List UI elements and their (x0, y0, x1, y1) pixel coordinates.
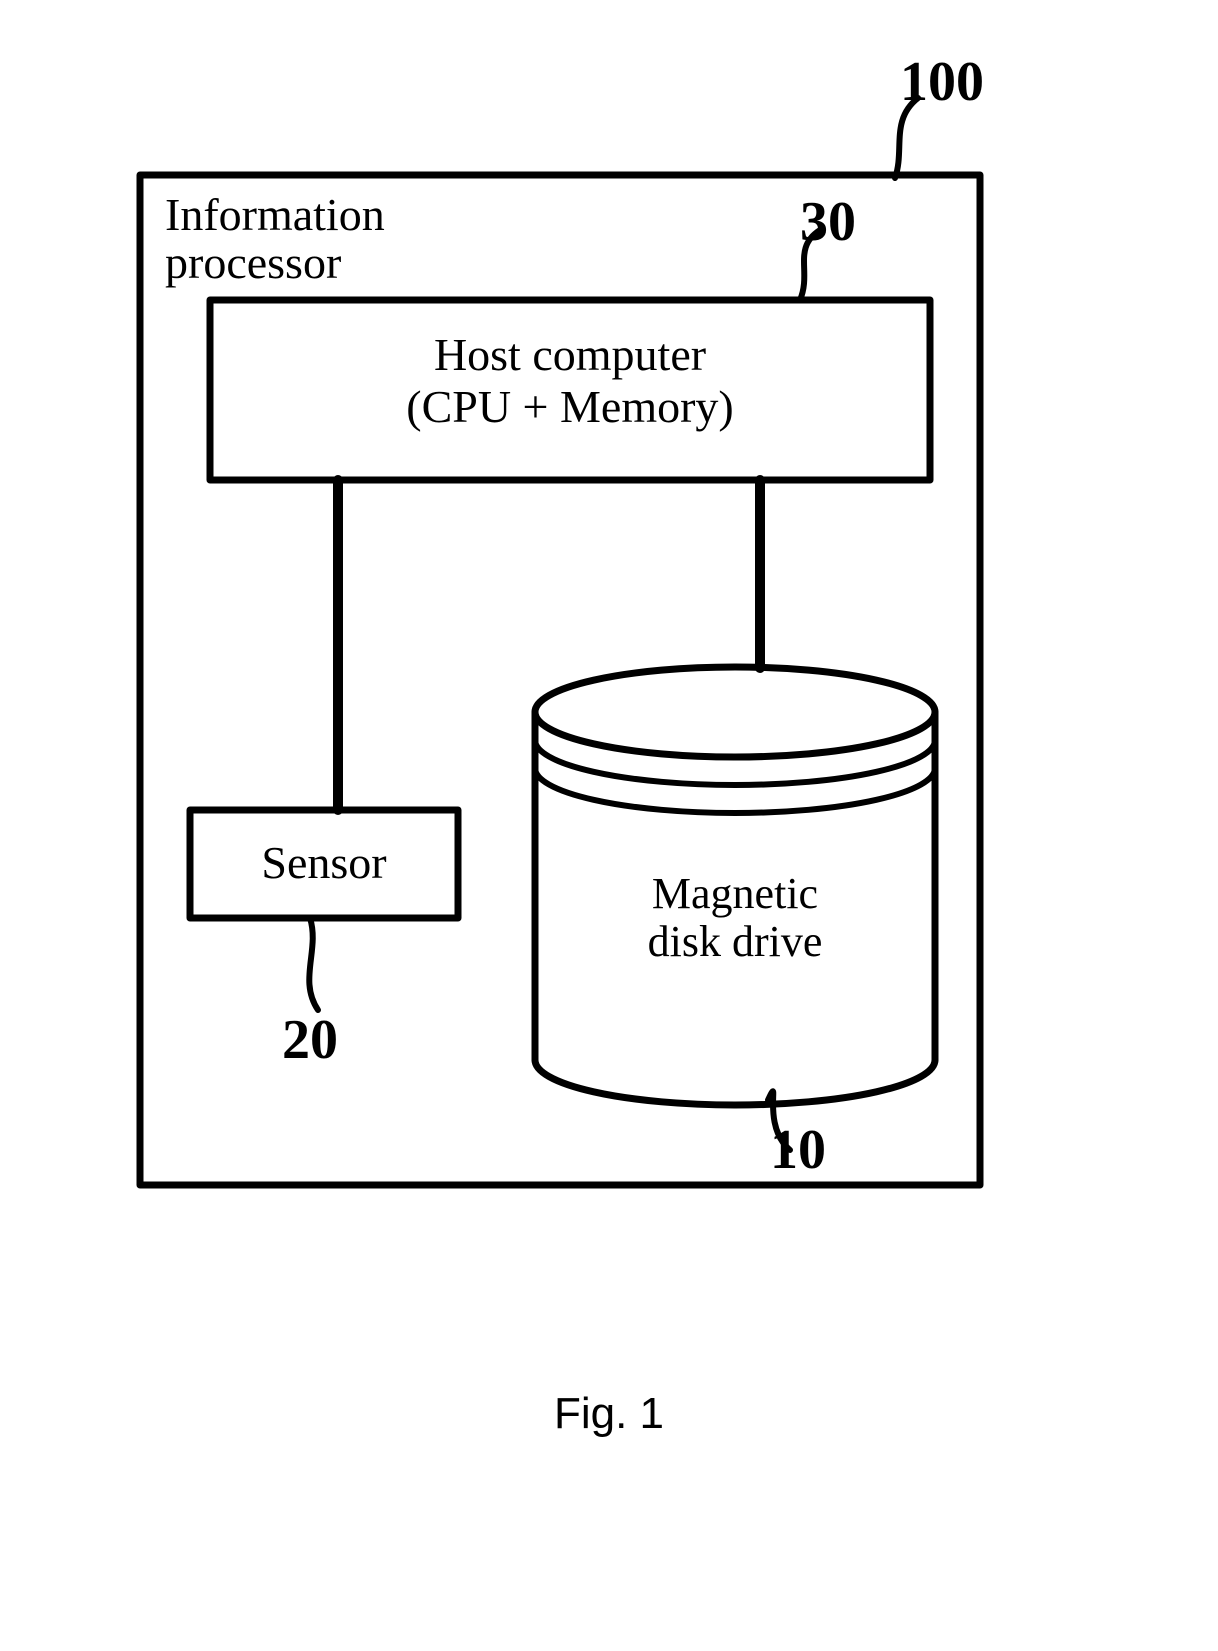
ref-20: 20 (282, 1010, 338, 1072)
host-label-line2: (CPU + Memory) (210, 382, 930, 433)
disk-label-line1: Magnetic (535, 870, 935, 918)
figure-caption: Fig. 1 (0, 1390, 1218, 1438)
ref-10: 10 (770, 1120, 826, 1182)
ref-30: 30 (800, 192, 856, 254)
leader-20 (309, 918, 318, 1010)
ref-100: 100 (900, 52, 984, 114)
container-box (140, 175, 980, 1185)
host-label-line1: Host computer (210, 330, 930, 381)
container-title-line1: Information (165, 190, 385, 241)
container-title-line2: processor (165, 238, 341, 289)
sensor-label: Sensor (190, 838, 458, 889)
disk-label-line2: disk drive (535, 918, 935, 966)
